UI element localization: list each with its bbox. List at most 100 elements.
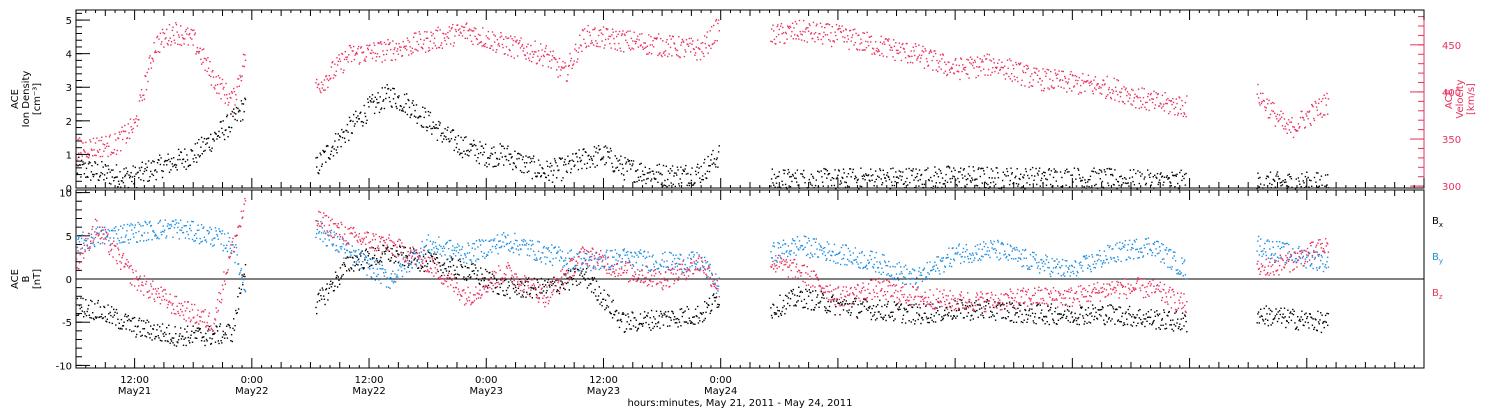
density-point bbox=[92, 175, 95, 178]
velocity-point bbox=[1265, 107, 1267, 109]
velocity-point bbox=[329, 78, 331, 80]
velocity-point bbox=[878, 50, 880, 52]
density-point bbox=[200, 136, 203, 139]
density-point bbox=[1144, 184, 1147, 186]
density-point bbox=[147, 160, 150, 162]
density-point bbox=[523, 162, 526, 164]
density-point bbox=[609, 147, 612, 150]
bx-point bbox=[1084, 320, 1086, 323]
velocity-point bbox=[529, 53, 531, 55]
density-point bbox=[913, 179, 915, 181]
density-point bbox=[344, 141, 346, 143]
bx-point bbox=[1074, 312, 1076, 315]
velocity-point bbox=[644, 42, 646, 44]
velocity-point bbox=[688, 37, 690, 40]
density-point bbox=[543, 172, 545, 174]
bx-point bbox=[147, 331, 149, 334]
density-point bbox=[1161, 175, 1164, 177]
bx-point bbox=[689, 320, 691, 322]
bx-point bbox=[636, 330, 638, 332]
velocity-point bbox=[1152, 98, 1154, 100]
density-point bbox=[658, 163, 660, 166]
velocity-point bbox=[364, 58, 366, 60]
density-point bbox=[813, 187, 815, 189]
density-point bbox=[838, 170, 840, 172]
velocity-point bbox=[109, 134, 111, 136]
velocity-point bbox=[877, 51, 879, 53]
density-point bbox=[821, 181, 824, 183]
density-point bbox=[978, 187, 981, 189]
density-point bbox=[234, 118, 236, 121]
density-point bbox=[1326, 184, 1328, 186]
bx-point bbox=[441, 264, 443, 266]
velocity-point bbox=[1076, 83, 1078, 85]
bx-point bbox=[118, 322, 120, 324]
velocity-point bbox=[709, 30, 711, 32]
velocity-point bbox=[1087, 74, 1090, 76]
density-point bbox=[715, 158, 718, 161]
velocity-point bbox=[124, 124, 126, 127]
bfield-y-tick-label: 10 bbox=[59, 189, 72, 200]
density-point bbox=[149, 176, 151, 178]
density-point bbox=[1327, 174, 1329, 176]
velocity-point bbox=[212, 69, 214, 72]
bx-point bbox=[597, 299, 599, 301]
density-point bbox=[1082, 176, 1084, 179]
velocity-point bbox=[1147, 93, 1150, 95]
bx-point bbox=[1057, 319, 1060, 321]
velocity-point bbox=[542, 54, 545, 56]
velocity-point bbox=[498, 45, 501, 47]
bx-point bbox=[190, 334, 192, 336]
velocity-point bbox=[888, 38, 890, 40]
density-point bbox=[655, 178, 657, 180]
bx-point bbox=[416, 260, 418, 262]
density-point bbox=[129, 177, 131, 179]
density-point bbox=[556, 165, 559, 167]
velocity-point bbox=[97, 151, 99, 153]
velocity-point bbox=[1160, 103, 1162, 105]
bx-point bbox=[179, 333, 181, 335]
velocity-point bbox=[513, 57, 515, 59]
bx-point bbox=[974, 311, 977, 313]
bx-point bbox=[235, 312, 238, 315]
bx-point bbox=[621, 313, 623, 315]
density-point bbox=[931, 180, 933, 182]
velocity-point bbox=[640, 44, 642, 46]
density-point bbox=[976, 185, 979, 187]
bx-point bbox=[431, 255, 434, 258]
bx-point bbox=[500, 282, 503, 285]
velocity-point bbox=[186, 33, 188, 35]
velocity-point bbox=[834, 31, 836, 33]
velocity-point bbox=[706, 31, 709, 33]
density-point bbox=[1113, 184, 1115, 186]
velocity-point bbox=[642, 48, 644, 50]
bx-point bbox=[694, 308, 697, 310]
velocity-point bbox=[1259, 104, 1261, 106]
density-point bbox=[950, 170, 953, 173]
density-point bbox=[956, 185, 958, 187]
velocity-point bbox=[91, 149, 93, 151]
bx-point bbox=[348, 268, 350, 270]
velocity-point bbox=[710, 47, 712, 50]
density-point bbox=[1024, 187, 1026, 190]
density-point bbox=[413, 104, 415, 106]
velocity-point bbox=[444, 39, 446, 42]
density-point bbox=[1157, 183, 1159, 186]
velocity-point bbox=[1322, 114, 1325, 116]
velocity-point bbox=[1149, 94, 1152, 96]
velocity-point bbox=[1313, 117, 1315, 120]
density-point bbox=[1176, 173, 1178, 175]
velocity-point bbox=[996, 66, 998, 69]
velocity-point bbox=[786, 38, 788, 40]
velocity-point bbox=[950, 66, 953, 69]
velocity-point bbox=[607, 38, 610, 40]
velocity-point bbox=[562, 60, 564, 63]
bx-point bbox=[87, 308, 89, 310]
velocity-point bbox=[436, 47, 438, 49]
density-point bbox=[810, 183, 812, 185]
density-point bbox=[1073, 167, 1076, 169]
bx-point bbox=[650, 329, 652, 331]
density-point bbox=[581, 154, 584, 157]
bx-point bbox=[791, 293, 794, 295]
density-point bbox=[566, 171, 568, 174]
